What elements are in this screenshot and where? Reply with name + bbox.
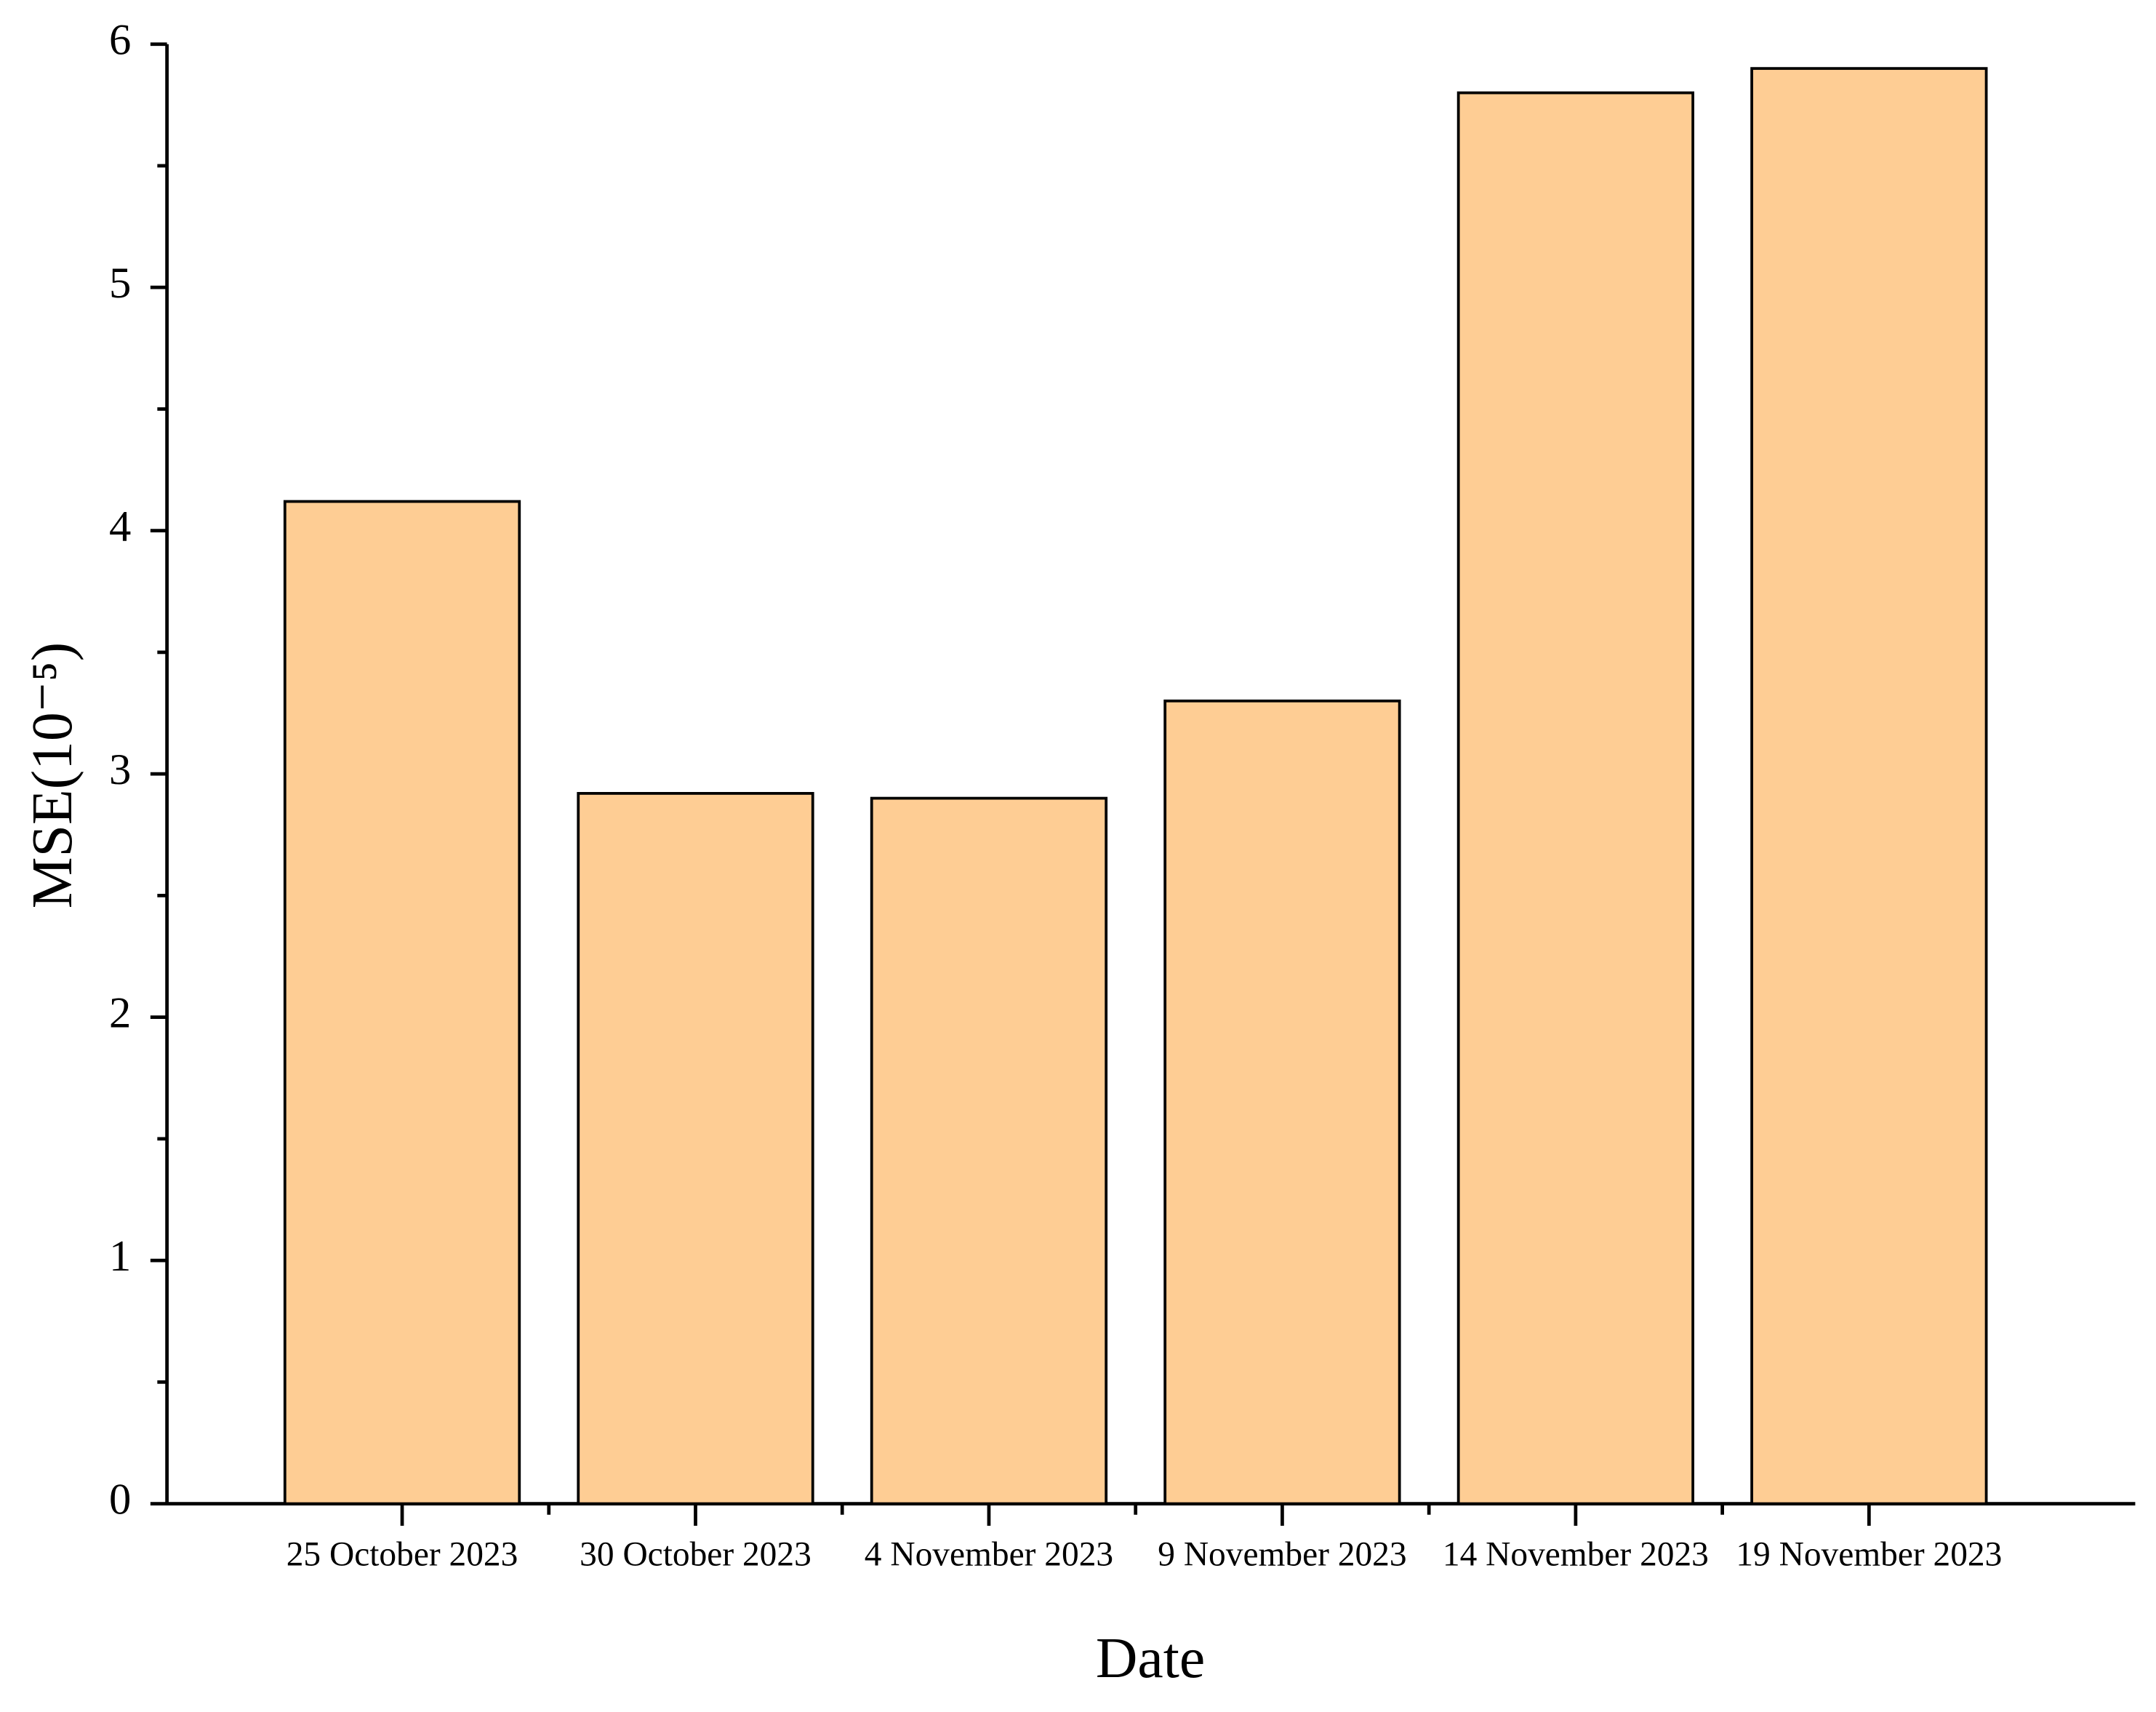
x-tick-label: 14 November 2023 bbox=[1443, 1535, 1709, 1573]
y-axis-title: MSE(10⁻⁵) bbox=[20, 642, 84, 908]
bar bbox=[1456, 91, 1695, 1505]
x-tick-label: 30 October 2023 bbox=[580, 1535, 811, 1573]
y-tick-label: 0 bbox=[109, 1475, 131, 1524]
y-tick-label: 6 bbox=[109, 16, 131, 65]
y-tick-label: 3 bbox=[109, 745, 131, 794]
y-tick-label: 1 bbox=[109, 1232, 131, 1281]
y-tick-label: 5 bbox=[109, 259, 131, 308]
y-tick-label: 4 bbox=[109, 503, 131, 551]
bar bbox=[577, 791, 814, 1505]
bar bbox=[1163, 699, 1401, 1505]
x-tick-label: 9 November 2023 bbox=[1158, 1535, 1406, 1573]
y-tick-label: 2 bbox=[109, 989, 131, 1038]
bar bbox=[1750, 67, 1988, 1505]
x-tick-label: 19 November 2023 bbox=[1736, 1535, 2002, 1573]
x-axis-title: Date bbox=[1096, 1626, 1205, 1690]
x-tick-label: 4 November 2023 bbox=[865, 1535, 1113, 1573]
bar bbox=[283, 500, 521, 1505]
bar bbox=[870, 796, 1108, 1505]
x-tick-label: 25 October 2023 bbox=[286, 1535, 518, 1573]
